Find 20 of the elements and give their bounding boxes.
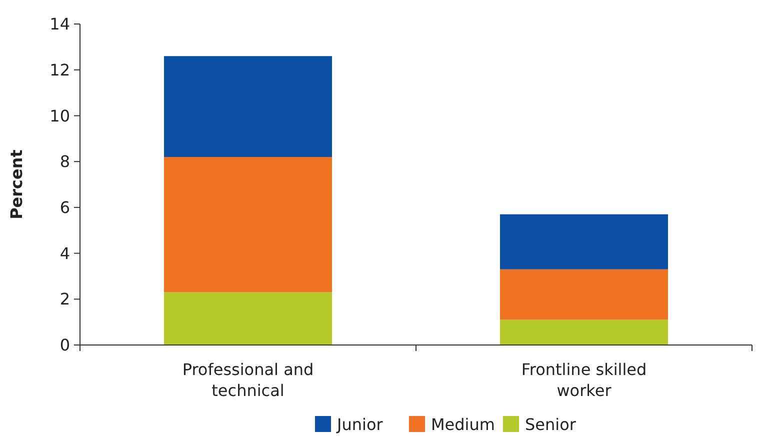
legend-label: Junior (336, 415, 384, 434)
legend-label: Senior (525, 415, 576, 434)
bar (500, 214, 668, 270)
bar (164, 292, 332, 345)
bar (164, 156, 332, 292)
legend-label: Medium (431, 415, 495, 434)
bar (164, 56, 332, 157)
y-tick-label: 10 (50, 106, 70, 126)
y-tick-label: 12 (50, 60, 70, 80)
y-tick-label: 4 (60, 244, 70, 263)
y-tick-label: 2 (60, 290, 70, 309)
bar (500, 320, 668, 345)
y-axis-title: Percent (7, 149, 26, 220)
bar (500, 269, 668, 320)
y-tick-label: 6 (60, 198, 70, 218)
y-tick-label: 14 (50, 14, 70, 34)
y-tick-label: 0 (60, 336, 70, 355)
y-tick-label: 8 (60, 152, 70, 172)
x-tick-label: Professional and technical (182, 360, 314, 400)
x-tick-label: Frontline skilled worker (521, 360, 647, 400)
